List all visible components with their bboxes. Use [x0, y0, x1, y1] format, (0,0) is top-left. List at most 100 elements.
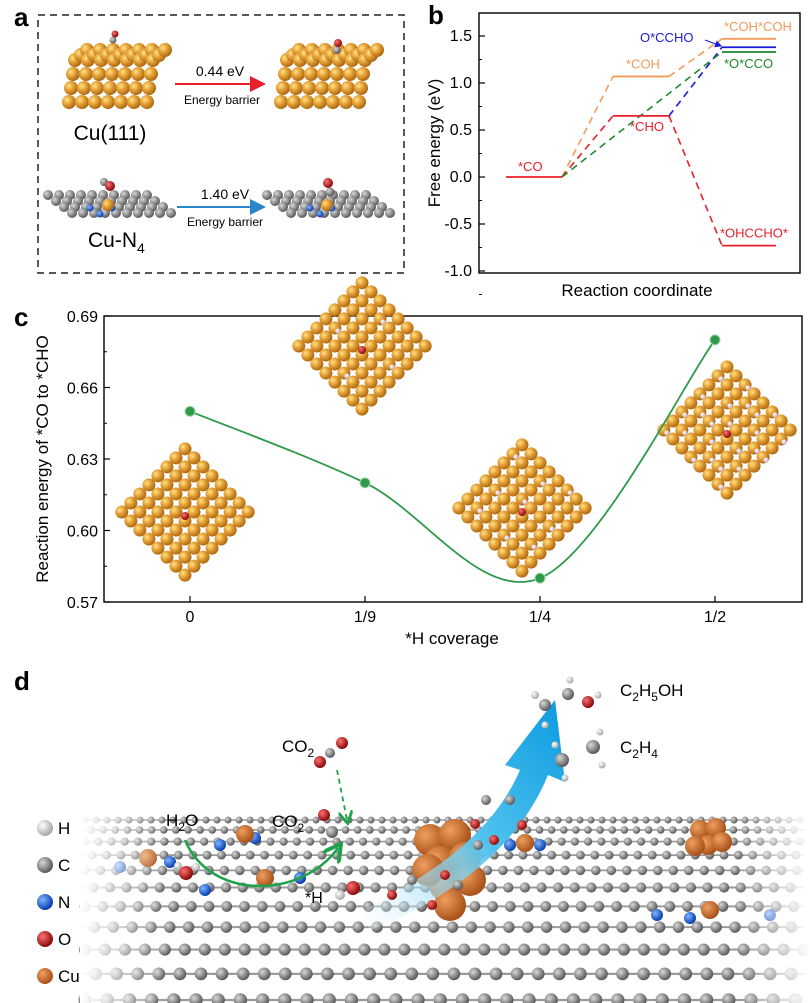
cu-atom: [178, 496, 192, 510]
cu-atom: [355, 366, 369, 380]
cu-atom: [223, 523, 237, 537]
cu-atom: [524, 555, 538, 569]
o-atom: [427, 900, 437, 910]
cu-atom: [364, 357, 378, 371]
cu-atom: [169, 451, 183, 465]
cu-atom: [461, 510, 475, 524]
h-atom: [598, 761, 606, 769]
cu-atom: [373, 330, 387, 344]
cu-atom: [533, 492, 547, 506]
cu-atom: [151, 523, 165, 537]
cu-atom: [187, 523, 201, 537]
c-atom: [363, 208, 373, 218]
x-axis-label-c: *H coverage: [405, 629, 499, 648]
cu-atom: [355, 330, 369, 344]
cu-atom: [178, 550, 192, 564]
cu-atom: [702, 378, 716, 392]
n-atom: [96, 210, 104, 218]
panel-a: a Cu(111) 0.44 eV Energy barrier Cu-N4 1…: [14, 2, 405, 274]
cu-atom: [488, 501, 502, 515]
ethanol-label: C2H5OH: [620, 681, 683, 704]
cu-atom: [666, 414, 680, 428]
cu-atom: [291, 67, 305, 81]
o-atom: [387, 890, 397, 900]
h-atom: [691, 457, 697, 463]
cu-atom: [328, 303, 342, 317]
cu-atom: [506, 555, 520, 569]
cu-atom: [373, 366, 387, 380]
o-atom: [723, 430, 731, 438]
cu-atom: [497, 456, 511, 470]
cu-atom: [346, 393, 360, 407]
n-atom: [306, 204, 314, 212]
cu-atom: [310, 321, 324, 335]
c-atom: [352, 208, 362, 218]
cu-atom: [515, 474, 529, 488]
cu111-barrier-caption: Energy barrier: [184, 93, 260, 107]
cu-atom: [355, 294, 369, 308]
o-ccho-pointer: [704, 39, 723, 48]
cu-atom: [720, 468, 734, 482]
c-atom: [262, 190, 272, 200]
cu-atom: [355, 402, 369, 416]
cu-atom: [756, 396, 770, 410]
y-tick-label-b: 1.5: [450, 28, 472, 45]
cu-atom: [205, 541, 219, 555]
cu-atom: [133, 523, 147, 537]
y-tick-label-c: 0.60: [67, 524, 98, 541]
h-atom: [531, 691, 539, 699]
cu-atom: [352, 95, 366, 109]
cu-atom: [319, 366, 333, 380]
h-atom: [389, 364, 395, 370]
legend-label: N: [58, 893, 70, 912]
cu-atom: [116, 81, 130, 95]
cu-atom: [346, 321, 360, 335]
c-atom: [270, 196, 280, 206]
cu-atom: [328, 357, 342, 371]
cu-atom: [310, 339, 324, 353]
cu-atom: [169, 559, 183, 573]
cu-atom: [560, 501, 574, 515]
energy-level-label: *OHCCHO*: [720, 226, 788, 241]
cu-atom: [328, 339, 342, 353]
cu-atom: [205, 487, 219, 501]
cu-atom: [346, 339, 360, 353]
cu-atom: [214, 532, 228, 546]
cu-atom: [346, 357, 360, 371]
c-atom: [385, 208, 395, 218]
cu-atom: [479, 492, 493, 506]
h-atom: [781, 439, 787, 445]
o-atom: [517, 820, 527, 830]
legend-swatch-o: [37, 931, 53, 947]
h-atom: [718, 376, 724, 382]
c-atom: [144, 208, 154, 218]
o-atom: [440, 870, 450, 880]
h-atom: [718, 466, 724, 472]
h2o-to-h-arrow: [183, 839, 338, 888]
cu-atom: [196, 460, 210, 474]
cu-atom: [470, 483, 484, 497]
co2-mid-label: CO2: [272, 812, 305, 835]
cu-atom: [756, 414, 770, 428]
cu-atom: [364, 339, 378, 353]
data-point: [534, 572, 546, 584]
cu-atom: [287, 95, 301, 109]
x-axis-label-b: Reaction coordinate: [561, 281, 712, 300]
ethylene-label: C2H4: [620, 738, 658, 761]
cu-atom: [178, 478, 192, 492]
cu-atom: [684, 396, 698, 410]
cu-atom: [354, 81, 368, 95]
cu-atom: [196, 514, 210, 528]
c-atom: [481, 795, 491, 805]
cu-atom: [160, 478, 174, 492]
cu-atom: [711, 405, 725, 419]
cu-atom: [729, 423, 743, 437]
c-atom: [341, 208, 351, 218]
c-atom: [586, 740, 600, 754]
cu-atom: [196, 496, 210, 510]
cu-atom: [506, 465, 520, 479]
cu-atom: [142, 496, 156, 510]
cu-atom: [196, 550, 210, 564]
h-atom: [709, 457, 715, 463]
cu-atom: [241, 505, 255, 519]
